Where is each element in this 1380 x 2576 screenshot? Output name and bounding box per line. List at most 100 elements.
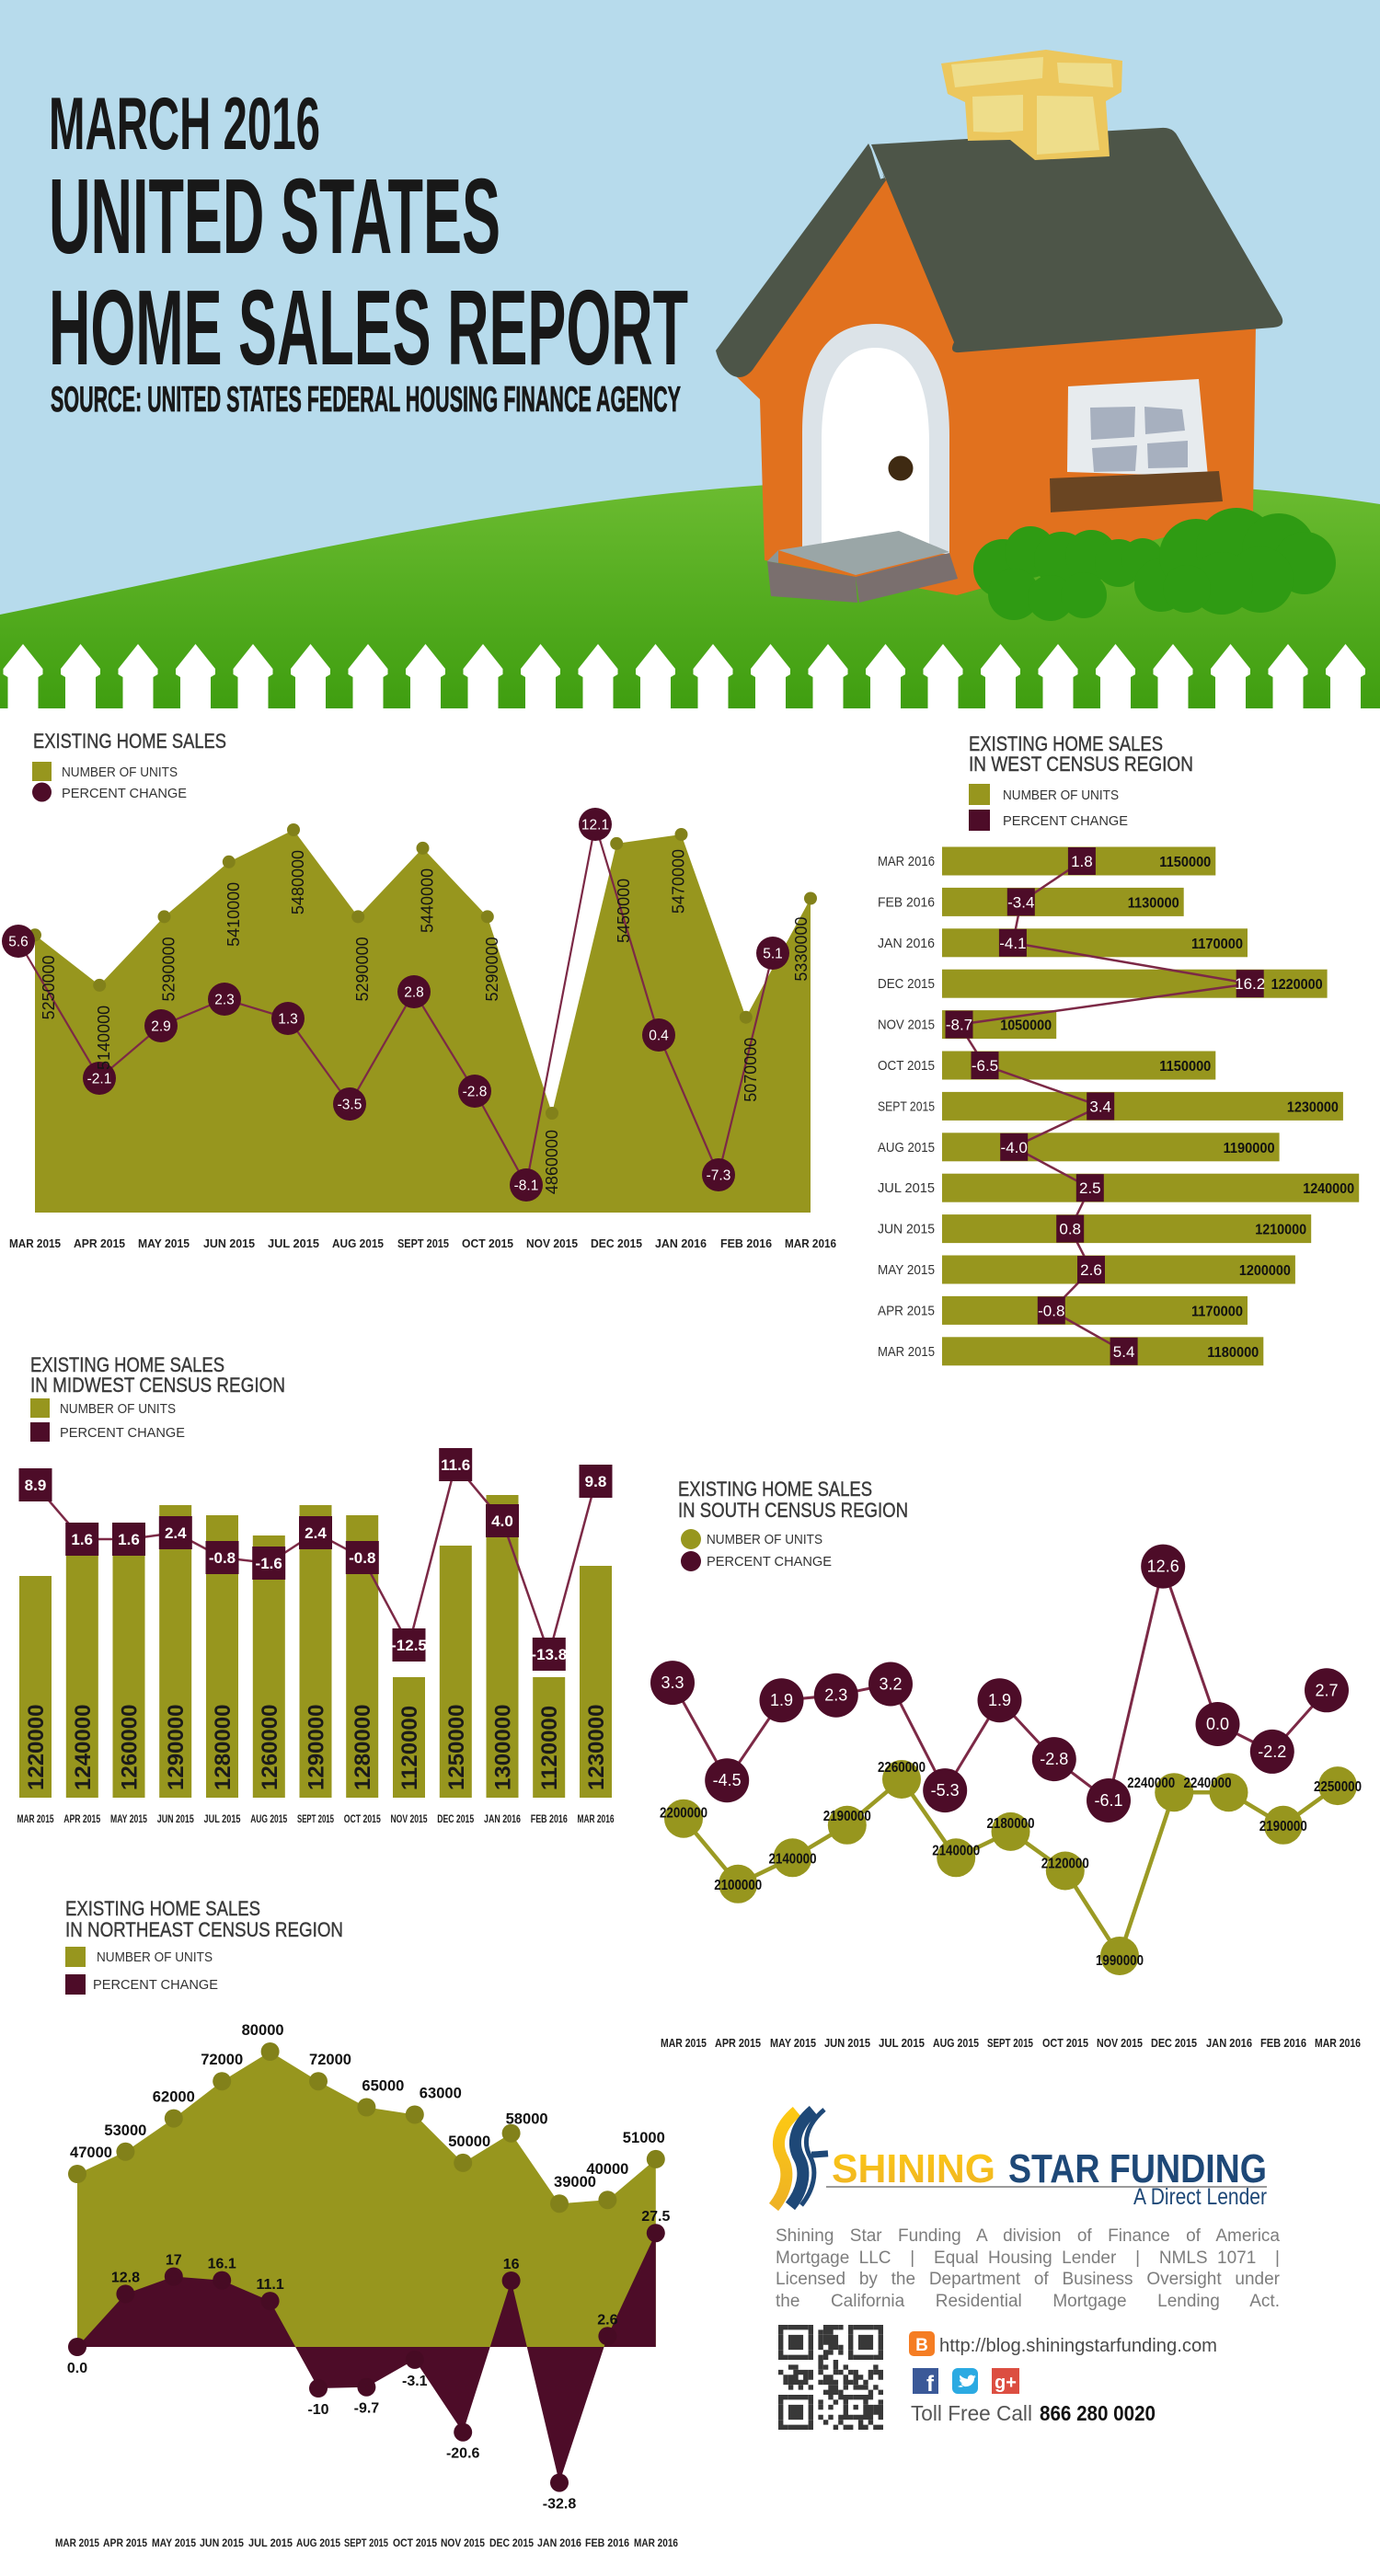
svg-text:http://blog.shiningstarfunding: http://blog.shiningstarfunding.com	[939, 2336, 1217, 2356]
svg-text:1170000: 1170000	[1191, 1304, 1243, 1319]
svg-text:1230000: 1230000	[584, 1705, 609, 1790]
svg-text:NOV 2015: NOV 2015	[391, 1812, 428, 1825]
svg-text:12.1: 12.1	[581, 818, 609, 834]
svg-text:EXISTING HOME SALES: EXISTING HOME SALES	[30, 1353, 224, 1376]
svg-text:JAN 2016: JAN 2016	[1206, 2036, 1252, 2050]
svg-text:1150000: 1150000	[1159, 1059, 1211, 1075]
svg-text:12.6: 12.6	[1147, 1558, 1179, 1576]
svg-text:-3.4: -3.4	[1007, 893, 1034, 911]
svg-text:AUG 2015: AUG 2015	[250, 1812, 287, 1825]
svg-text:SEPT 2015: SEPT 2015	[397, 1236, 449, 1250]
svg-text:2250000: 2250000	[1314, 1779, 1362, 1795]
svg-text:2180000: 2180000	[987, 1816, 1035, 1832]
svg-text:-10: -10	[307, 2402, 328, 2418]
svg-text:50000: 50000	[448, 2133, 490, 2150]
svg-text:5330000: 5330000	[792, 917, 811, 982]
svg-text:2120000: 2120000	[1041, 1857, 1089, 1872]
svg-text:-1.6: -1.6	[256, 1555, 282, 1572]
svg-text:2.3: 2.3	[214, 993, 235, 1008]
svg-text:JAN 2016: JAN 2016	[537, 2536, 581, 2549]
svg-text:AUG 2015: AUG 2015	[878, 1140, 935, 1156]
svg-text:NUMBER OF UNITS: NUMBER OF UNITS	[707, 1532, 822, 1547]
svg-text:1.6: 1.6	[71, 1531, 93, 1548]
svg-text:JUN 2015: JUN 2015	[824, 2036, 870, 2050]
svg-text:58000: 58000	[506, 2110, 548, 2128]
svg-text:-6.5: -6.5	[972, 1057, 998, 1075]
svg-text:SHINING: SHINING	[832, 2146, 995, 2191]
svg-text:MAR 2015: MAR 2015	[661, 2036, 707, 2050]
svg-text:JUL 2015: JUL 2015	[879, 2036, 925, 2050]
svg-text:53000: 53000	[104, 2122, 146, 2139]
svg-text:FEB 2016: FEB 2016	[878, 894, 935, 910]
svg-text:AUG 2015: AUG 2015	[296, 2536, 340, 2549]
svg-text:DEC 2015: DEC 2015	[878, 976, 935, 992]
svg-text:2140000: 2140000	[932, 1843, 980, 1858]
svg-text:11.6: 11.6	[441, 1456, 470, 1474]
svg-text:2140000: 2140000	[769, 1851, 817, 1867]
svg-text:f: f	[926, 2372, 935, 2397]
svg-text:2.6: 2.6	[597, 2312, 617, 2328]
svg-text:1050000: 1050000	[1000, 1018, 1052, 1034]
svg-text:PERCENT CHANGE: PERCENT CHANGE	[1003, 813, 1128, 829]
svg-text:-13.8: -13.8	[531, 1646, 567, 1663]
svg-text:PERCENT CHANGE: PERCENT CHANGE	[62, 786, 187, 801]
svg-text:-5.3: -5.3	[931, 1781, 960, 1800]
svg-text:-32.8: -32.8	[543, 2497, 577, 2513]
svg-text:MAR 2015: MAR 2015	[9, 1236, 61, 1250]
svg-text:16: 16	[503, 2257, 520, 2272]
svg-text:2.4: 2.4	[165, 1524, 187, 1542]
svg-text:FEB 2016: FEB 2016	[720, 1236, 772, 1250]
svg-text:IN SOUTH CENSUS REGION: IN SOUTH CENSUS REGION	[678, 1499, 908, 1522]
svg-text:1300000: 1300000	[491, 1705, 516, 1790]
svg-text:5450000: 5450000	[615, 879, 633, 943]
svg-text:5.6: 5.6	[8, 935, 29, 950]
svg-text:2.6: 2.6	[1080, 1261, 1102, 1279]
svg-text:FEB 2016: FEB 2016	[1260, 2036, 1306, 2050]
svg-text:1290000: 1290000	[305, 1705, 329, 1790]
svg-text:SEPT 2015: SEPT 2015	[344, 2536, 388, 2549]
svg-text:MAY 2015: MAY 2015	[110, 1812, 147, 1825]
svg-text:3.2: 3.2	[879, 1675, 902, 1694]
svg-text:1.9: 1.9	[770, 1691, 793, 1709]
svg-text:MARCH 2016: MARCH 2016	[49, 83, 320, 166]
svg-text:B: B	[915, 2336, 928, 2355]
svg-text:EXISTING HOME SALES: EXISTING HOME SALES	[65, 1897, 260, 1920]
svg-text:-12.5: -12.5	[391, 1637, 427, 1654]
svg-text:OCT 2015: OCT 2015	[1042, 2036, 1088, 2050]
svg-text:OCT 2015: OCT 2015	[344, 1812, 381, 1825]
svg-text:1120000: 1120000	[537, 1706, 562, 1790]
svg-text:2100000: 2100000	[714, 1878, 762, 1893]
svg-text:JUL 2015: JUL 2015	[878, 1180, 935, 1196]
svg-text:EXISTING HOME SALES: EXISTING HOME SALES	[678, 1478, 872, 1501]
svg-text:MAR 2015: MAR 2015	[17, 1812, 54, 1825]
svg-text:72000: 72000	[309, 2051, 351, 2068]
svg-text:63000: 63000	[420, 2085, 462, 2102]
svg-text:-3.1: -3.1	[402, 2374, 428, 2389]
svg-text:2190000: 2190000	[823, 1809, 871, 1824]
svg-text:MAY 2015: MAY 2015	[878, 1262, 935, 1278]
svg-text:MAR 2015: MAR 2015	[55, 2536, 99, 2549]
svg-text:1200000: 1200000	[1239, 1263, 1291, 1279]
svg-text:NOV 2015: NOV 2015	[526, 1236, 578, 1250]
svg-text:JUN 2015: JUN 2015	[878, 1222, 935, 1237]
svg-text:1130000: 1130000	[1128, 895, 1179, 911]
svg-text:5290000: 5290000	[160, 937, 178, 1001]
svg-text:5480000: 5480000	[289, 850, 307, 914]
svg-text:PERCENT CHANGE: PERCENT CHANGE	[707, 1554, 832, 1570]
svg-text:1990000: 1990000	[1096, 1953, 1144, 1969]
svg-text:1170000: 1170000	[1191, 937, 1243, 952]
svg-text:3.3: 3.3	[661, 1673, 684, 1692]
svg-text:DEC 2015: DEC 2015	[437, 1812, 474, 1825]
svg-text:PERCENT CHANGE: PERCENT CHANGE	[93, 1977, 218, 1993]
svg-text:MAR 2016: MAR 2016	[634, 2536, 678, 2549]
svg-text:NUMBER OF UNITS: NUMBER OF UNITS	[1003, 788, 1119, 803]
svg-text:DEC 2015: DEC 2015	[1151, 2036, 1197, 2050]
svg-text:-2.8: -2.8	[463, 1085, 488, 1100]
svg-text:62000: 62000	[153, 2088, 195, 2106]
svg-text:16.1: 16.1	[208, 2257, 236, 2272]
svg-text:-0.8: -0.8	[209, 1549, 236, 1567]
svg-text:JUN 2015: JUN 2015	[157, 1812, 194, 1825]
svg-text:1220000: 1220000	[24, 1705, 49, 1790]
svg-text:-2.8: -2.8	[1040, 1750, 1068, 1768]
svg-text:OCT 2015: OCT 2015	[878, 1058, 935, 1074]
